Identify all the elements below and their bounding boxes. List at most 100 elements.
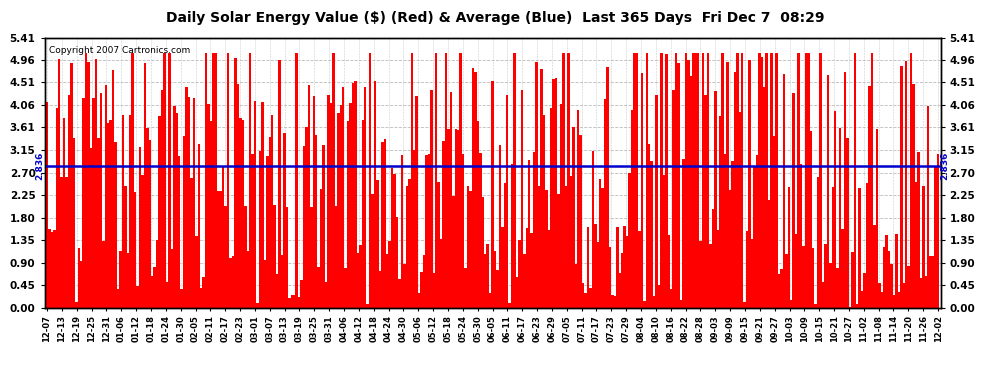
Bar (665, 54, 667, 307)
Bar (278, 60, 281, 308)
Bar (805, 53, 807, 307)
Bar (261, 102, 263, 308)
Bar (930, 256, 932, 307)
Bar (712, 209, 714, 308)
Bar (230, 258, 232, 308)
Bar (722, 53, 724, 307)
Bar (148, 140, 151, 308)
Bar (134, 192, 137, 308)
Bar (215, 53, 217, 307)
Bar (240, 118, 242, 308)
Bar (188, 97, 190, 308)
Bar (251, 154, 253, 308)
Bar (660, 53, 662, 307)
Bar (538, 186, 541, 308)
Bar (861, 291, 863, 308)
Bar (800, 164, 802, 308)
Bar (142, 176, 144, 308)
Bar (636, 53, 639, 307)
Bar (75, 302, 77, 307)
Bar (80, 261, 82, 308)
Bar (550, 108, 552, 307)
Bar (310, 207, 313, 308)
Bar (572, 127, 574, 308)
Bar (158, 116, 160, 308)
Bar (210, 121, 212, 308)
Bar (160, 90, 163, 308)
Bar (449, 92, 452, 308)
Bar (639, 231, 641, 308)
Bar (748, 60, 750, 308)
Bar (697, 53, 699, 307)
Bar (729, 190, 732, 308)
Bar (820, 53, 822, 307)
Bar (629, 173, 631, 308)
Bar (381, 142, 383, 308)
Bar (599, 179, 602, 308)
Bar (245, 206, 247, 308)
Bar (506, 94, 509, 308)
Bar (486, 244, 489, 308)
Bar (564, 186, 567, 308)
Bar (518, 240, 521, 308)
Bar (634, 53, 636, 307)
Bar (288, 298, 291, 307)
Bar (232, 256, 235, 307)
Bar (802, 246, 805, 308)
Bar (579, 135, 582, 308)
Bar (903, 283, 905, 308)
Bar (501, 227, 504, 308)
Bar (242, 120, 245, 308)
Bar (927, 106, 930, 308)
Bar (910, 53, 913, 307)
Bar (276, 274, 278, 308)
Bar (699, 242, 702, 308)
Bar (745, 231, 748, 308)
Bar (523, 254, 526, 308)
Bar (851, 252, 853, 308)
Bar (707, 53, 709, 307)
Text: Daily Solar Energy Value ($) (Red) & Average (Blue)  Last 365 Days  Fri Dec 7  0: Daily Solar Energy Value ($) (Red) & Ave… (165, 11, 825, 25)
Bar (868, 86, 871, 308)
Bar (559, 104, 562, 308)
Bar (685, 53, 687, 307)
Text: 2.836: 2.836 (940, 152, 949, 180)
Bar (509, 303, 511, 307)
Bar (411, 53, 413, 307)
Bar (687, 60, 690, 308)
Bar (345, 268, 346, 308)
Bar (491, 81, 494, 308)
Bar (878, 283, 880, 308)
Bar (597, 242, 599, 308)
Bar (760, 57, 763, 308)
Bar (413, 150, 416, 308)
Bar (132, 53, 134, 307)
Bar (117, 289, 119, 308)
Bar (694, 53, 697, 307)
Bar (256, 303, 258, 307)
Bar (173, 106, 175, 307)
Bar (168, 53, 170, 307)
Bar (119, 251, 122, 308)
Bar (303, 146, 305, 308)
Bar (151, 276, 153, 308)
Bar (433, 273, 435, 308)
Bar (810, 130, 812, 308)
Bar (555, 78, 557, 308)
Bar (97, 138, 100, 308)
Bar (137, 286, 139, 308)
Bar (65, 177, 67, 308)
Bar (114, 142, 117, 308)
Bar (644, 301, 645, 307)
Bar (440, 239, 443, 308)
Bar (584, 294, 587, 308)
Bar (755, 155, 758, 308)
Bar (531, 232, 533, 308)
Bar (464, 268, 467, 308)
Bar (616, 226, 619, 308)
Bar (469, 191, 471, 308)
Bar (741, 53, 743, 307)
Bar (734, 72, 737, 308)
Bar (63, 118, 65, 308)
Bar (443, 141, 445, 308)
